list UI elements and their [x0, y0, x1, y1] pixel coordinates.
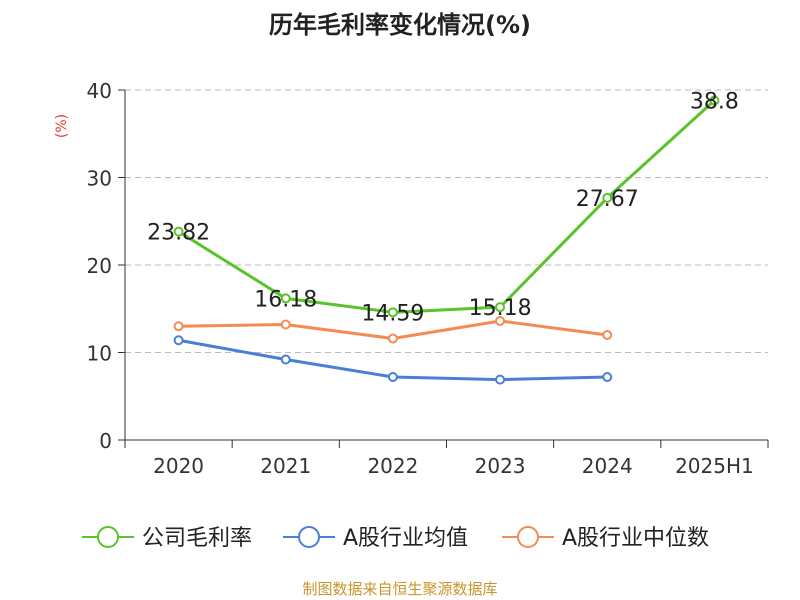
series-point — [280, 293, 291, 304]
legend-swatch-marker — [517, 526, 539, 548]
y-tick-label: 40 — [87, 79, 112, 103]
series-group — [173, 95, 720, 385]
chart-title: 历年毛利率变化情况(%) — [269, 11, 531, 39]
data-labels: 23.82 16.18 14.59 15.18 27.67 38.8 — [147, 90, 739, 327]
data-label: 16.18 — [254, 287, 317, 312]
legend: 公司毛利率 A股行业均值 A股行业中位数 — [82, 526, 709, 551]
series-point — [280, 319, 291, 330]
series-point — [602, 330, 613, 340]
data-label: 15.18 — [469, 296, 532, 321]
legend-label: 公司毛利率 — [142, 526, 252, 551]
series-point — [280, 354, 291, 365]
x-tick-label: 2023 — [475, 454, 526, 478]
x-tick-label: 2021 — [260, 454, 311, 478]
series-point — [387, 372, 398, 382]
gridlines — [125, 89, 768, 353]
series-point — [387, 307, 398, 318]
series-point — [602, 192, 613, 203]
data-label: 38.8 — [690, 90, 739, 115]
series-point — [387, 333, 398, 344]
x-tick-label: 2020 — [153, 454, 204, 478]
y-tick-label: 30 — [87, 167, 112, 191]
axes: 0 10 20 30 40 2020 2021 2022 2023 2024 2025H1 — [87, 79, 769, 478]
series-point — [495, 316, 506, 326]
data-label: 27.67 — [576, 187, 639, 212]
series-line — [177, 99, 716, 314]
series-point — [173, 226, 184, 237]
y-tick-label: 20 — [87, 254, 112, 278]
legend-label: A股行业均值 — [343, 526, 468, 551]
data-label: 14.59 — [361, 301, 424, 326]
legend-swatch-marker — [298, 526, 320, 548]
y-tick-label: 10 — [87, 342, 112, 366]
data-label: 23.82 — [147, 221, 210, 246]
x-tick-label: 2024 — [582, 454, 633, 478]
source-note: 制图数据来自恒生聚源数据库 — [302, 580, 497, 598]
series-point — [709, 95, 720, 106]
series-point — [602, 372, 613, 382]
series-point — [495, 374, 506, 385]
legend-swatch-marker — [97, 526, 119, 548]
y-axis-label: (%) — [54, 114, 70, 138]
x-tick-label: 2025H1 — [675, 454, 754, 478]
y-tick-label: 0 — [99, 429, 112, 453]
series-point — [495, 302, 506, 313]
series-point — [173, 335, 184, 346]
x-tick-label: 2022 — [367, 454, 418, 478]
legend-label: A股行业中位数 — [562, 526, 709, 551]
series-point — [173, 321, 184, 332]
